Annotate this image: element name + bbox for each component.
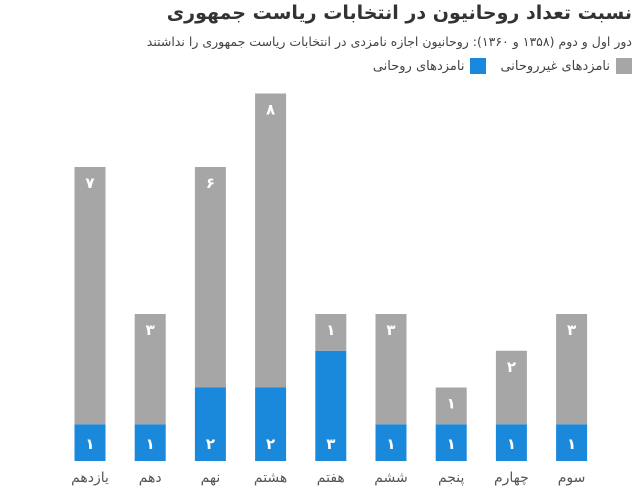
x-tick-label: هشتم: [254, 470, 287, 486]
data-label: ۲: [266, 435, 275, 453]
bar-clerical: [255, 387, 287, 461]
bar-clerical: [194, 387, 226, 461]
data-label: ۸: [266, 101, 275, 119]
chart-subtitle: دور اول و دوم (۱۳۵۸ و ۱۳۶۰): روحانیون اج…: [146, 34, 632, 49]
legend-swatch-blue: [470, 58, 487, 74]
x-tick-label: پنجم: [438, 470, 465, 486]
data-label: ۷: [85, 174, 94, 192]
legend-label: نامزدهای غیرروحانی: [500, 58, 610, 74]
x-tick-label: چهارم: [494, 470, 529, 486]
bar-non-clerical: [315, 314, 347, 351]
bar-non-clerical: [556, 314, 588, 425]
bar-non-clerical: [255, 93, 287, 388]
data-label: ۳: [567, 321, 576, 339]
bar-non-clerical: [74, 167, 106, 425]
bar-clerical: [74, 424, 106, 461]
legend-swatch-gray: [616, 58, 632, 74]
data-label: ۳: [386, 321, 395, 339]
data-label: ۶: [206, 174, 215, 192]
bar-non-clerical: [375, 314, 407, 425]
data-label: ۱: [447, 395, 456, 413]
legend: نامزدهای غیرروحانی نامزدهای روحانی: [373, 58, 632, 74]
bar-clerical: [375, 424, 407, 461]
data-label: ۱: [567, 435, 576, 453]
x-tick-label: دهم: [139, 470, 162, 486]
data-label: ۱: [386, 435, 395, 453]
bar-clerical: [495, 424, 527, 461]
bar-clerical: [556, 424, 588, 461]
data-label: ۱: [447, 435, 456, 453]
legend-item-clerical: نامزدهای روحانی: [373, 58, 487, 74]
bar-clerical: [435, 424, 467, 461]
data-label: ۱: [326, 321, 335, 339]
legend-item-non-clerical: نامزدهای غیرروحانی: [500, 58, 632, 74]
x-tick-label: سوم: [558, 470, 586, 486]
x-tick-label: نهم: [201, 470, 221, 486]
legend-label: نامزدهای روحانی: [372, 58, 465, 74]
x-tick-label: هفتم: [317, 470, 345, 486]
bar-non-clerical: [134, 314, 166, 425]
x-tick-label: ششم: [374, 470, 408, 486]
chart-title: نسبت تعداد روحانیون در انتخابات ریاست جم…: [166, 2, 632, 24]
data-label: ۳: [326, 435, 335, 453]
data-label: ۲: [507, 358, 516, 376]
bar-clerical: [315, 350, 347, 461]
bar-non-clerical: [435, 387, 467, 425]
bar-non-clerical: [495, 350, 527, 425]
data-label: ۱: [507, 435, 516, 453]
bar-clerical: [134, 424, 166, 461]
x-tick-label: یازدهم: [71, 470, 109, 486]
data-label: ۲: [206, 435, 215, 453]
bar-non-clerical: [194, 167, 226, 388]
data-label: ۳: [146, 321, 155, 339]
data-label: ۱: [146, 435, 155, 453]
data-label: ۱: [85, 435, 94, 453]
